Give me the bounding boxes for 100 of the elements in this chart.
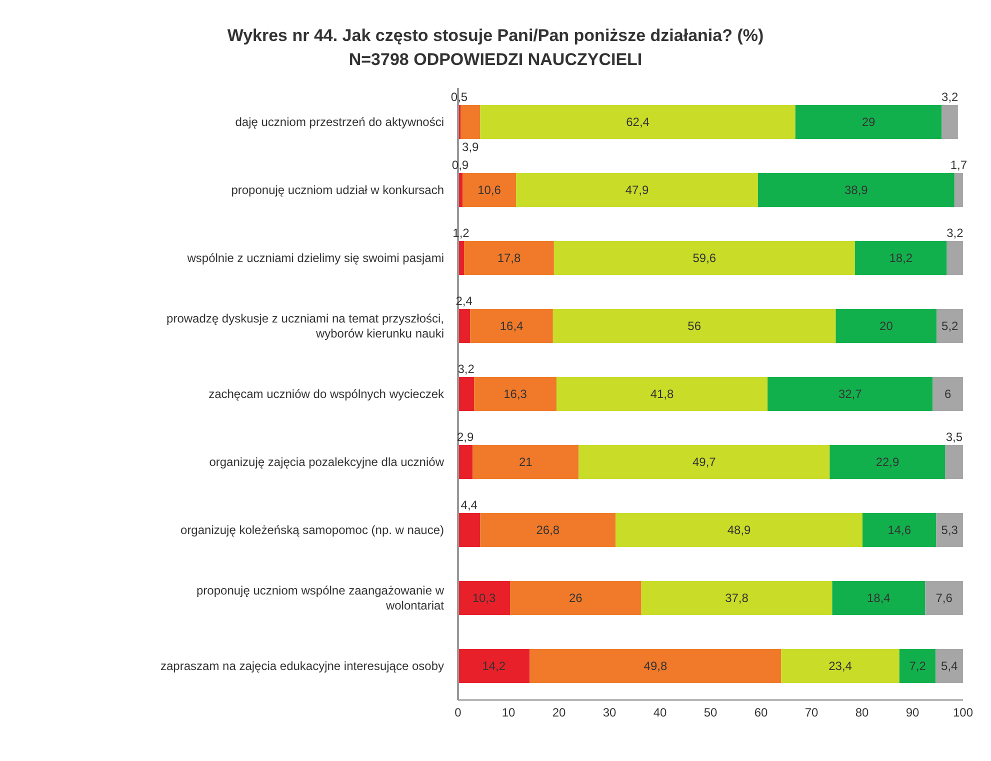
data-label: 29 [862, 115, 876, 129]
bar [758, 173, 954, 207]
y-tick-label: prowadzę dyskusje z uczniami na temat przyszłości, wyborów kierunku nauki [166, 312, 444, 340]
data-label: 49,7 [692, 455, 716, 469]
data-label: 37,8 [725, 591, 749, 605]
data-label: 16,4 [500, 319, 524, 333]
bar [945, 445, 963, 479]
data-label: 5,3 [941, 523, 958, 537]
chart-title: Wykres nr 44. Jak często stosuje Pani/Pan poniższe działania? (%) [226, 25, 765, 46]
bar [954, 173, 963, 207]
data-label: 49,8 [644, 659, 668, 673]
data-label: 18,2 [889, 251, 913, 265]
bar [462, 173, 516, 207]
data-label: 41,8 [650, 387, 674, 401]
bar [458, 581, 510, 615]
data-label: 5,4 [941, 659, 958, 673]
data-label: 38,9 [844, 183, 868, 197]
y-tick-label: proponuję uczniom wspólne zaangażowanie w wolontariat [196, 584, 445, 612]
x-tick-label: 40 [653, 706, 667, 720]
x-tick-label: 20 [552, 706, 566, 720]
data-label: 7,6 [936, 591, 953, 605]
data-label: 14,6 [888, 523, 912, 537]
bar [641, 581, 832, 615]
x-tick-label: 30 [602, 706, 616, 720]
bar [458, 309, 470, 343]
bar [510, 581, 642, 615]
bar [936, 649, 963, 683]
bar [832, 581, 926, 615]
bar [470, 309, 553, 343]
data-label: 21 [518, 455, 533, 469]
data-label: 2,9 [456, 430, 474, 444]
data-label: 0,5 [450, 90, 468, 104]
x-tick-label: 80 [855, 706, 869, 720]
data-label: 10,6 [478, 183, 502, 197]
data-label: 1,7 [950, 158, 968, 172]
data-label: 22,9 [876, 455, 900, 469]
bar [830, 445, 946, 479]
bar [936, 513, 963, 547]
bar [932, 377, 963, 411]
bar [781, 649, 900, 683]
data-label: 4,4 [460, 498, 478, 512]
bar [530, 649, 782, 683]
bar [942, 105, 958, 139]
y-tick-label: daję uczniom przestrzeń do aktywności [235, 115, 444, 129]
data-label: 7,2 [909, 659, 926, 673]
x-tick-label: 60 [754, 706, 768, 720]
x-tick-label: 70 [804, 706, 818, 720]
x-tick-label: 10 [502, 706, 516, 720]
bar [836, 309, 937, 343]
data-label: 0,9 [452, 158, 469, 172]
bar [516, 173, 758, 207]
y-tick-label: organizuję zajęcia pozalekcyjne dla uczniów [209, 455, 444, 469]
data-label: 6 [944, 387, 952, 401]
data-label: 2,4 [456, 294, 473, 308]
data-label: 59,6 [692, 251, 716, 265]
y-tick-label: proponuję uczniom udział w konkursach [231, 183, 444, 197]
data-label: 26 [568, 591, 583, 605]
data-label: 16,3 [504, 387, 528, 401]
chart-subtitle: N=3798 ODPOWIEDZI NAUCZYCIELI [348, 49, 644, 70]
bar [616, 513, 863, 547]
data-label: 14,2 [482, 659, 506, 673]
bar [458, 513, 480, 547]
bar [925, 581, 963, 615]
x-tick-label: 50 [704, 706, 718, 720]
bar [458, 377, 474, 411]
bar [862, 513, 936, 547]
bar [460, 105, 480, 139]
data-label: 47,9 [625, 183, 650, 197]
bar [854, 241, 947, 275]
data-label: 18,4 [866, 591, 891, 605]
data-label: 3,2 [942, 90, 959, 104]
data-label: 56 [688, 319, 702, 333]
data-label: 1,2 [452, 226, 470, 240]
data-label: 62,4 [626, 115, 650, 129]
data-label: 3,2 [946, 226, 964, 240]
bar [768, 377, 933, 411]
data-label: 17,8 [497, 251, 522, 265]
data-label: 3,5 [946, 430, 963, 444]
data-label: 20 [880, 319, 894, 333]
bar [946, 241, 963, 275]
x-tick-label: 0 [454, 706, 462, 720]
bar [480, 105, 796, 139]
bar [554, 241, 855, 275]
bar [552, 309, 836, 343]
data-label: 5,2 [942, 319, 959, 333]
y-tick-label: zachęcam uczniów do wspólnych wycieczek [208, 387, 445, 401]
data-label: 48,9 [727, 523, 752, 537]
data-label: 32,7 [838, 387, 862, 401]
x-tick-label: 100 [952, 706, 974, 720]
bar [464, 241, 554, 275]
data-label: 3,2 [458, 362, 475, 376]
bar [556, 377, 768, 411]
bar [578, 445, 830, 479]
y-tick-label: zapraszam na zajęcia edukacyjne interesujące osoby [160, 659, 444, 673]
data-label: 26,8 [536, 523, 560, 537]
bar [458, 445, 473, 479]
data-label: 23,4 [828, 659, 852, 673]
data-label: 3,9 [462, 140, 480, 154]
x-tick-label: 90 [906, 706, 920, 720]
y-tick-label: organizuję koleżeńską samopomoc (np. w nauce) [180, 523, 444, 537]
